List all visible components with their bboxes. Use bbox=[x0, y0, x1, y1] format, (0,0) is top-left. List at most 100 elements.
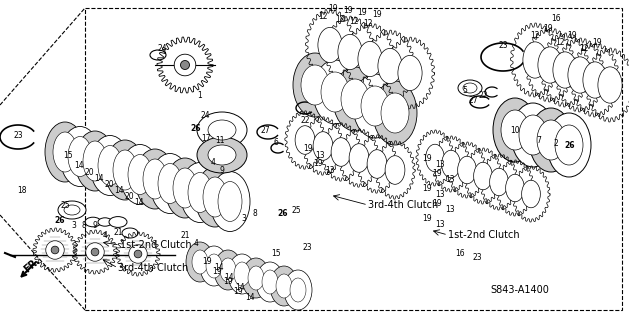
Ellipse shape bbox=[276, 274, 292, 298]
Ellipse shape bbox=[537, 120, 565, 160]
Ellipse shape bbox=[538, 47, 562, 83]
Ellipse shape bbox=[197, 112, 247, 148]
Text: 12: 12 bbox=[349, 17, 359, 26]
Ellipse shape bbox=[60, 126, 100, 187]
Ellipse shape bbox=[367, 150, 387, 178]
Ellipse shape bbox=[463, 83, 477, 93]
Text: 19: 19 bbox=[343, 5, 353, 14]
Ellipse shape bbox=[493, 98, 537, 162]
Text: 1: 1 bbox=[198, 91, 203, 100]
Ellipse shape bbox=[262, 270, 278, 294]
Text: 19: 19 bbox=[432, 169, 442, 178]
Text: 19: 19 bbox=[233, 287, 243, 297]
Text: 19: 19 bbox=[212, 268, 222, 276]
Ellipse shape bbox=[529, 108, 573, 172]
Text: 19: 19 bbox=[313, 158, 323, 167]
Text: 15: 15 bbox=[271, 250, 281, 259]
Text: 20: 20 bbox=[104, 180, 114, 188]
Ellipse shape bbox=[519, 115, 547, 155]
Ellipse shape bbox=[331, 138, 351, 166]
Ellipse shape bbox=[295, 126, 315, 154]
Text: 3: 3 bbox=[242, 213, 247, 222]
Ellipse shape bbox=[128, 155, 152, 195]
Ellipse shape bbox=[197, 137, 247, 173]
Text: 23: 23 bbox=[13, 131, 23, 140]
Text: 14: 14 bbox=[224, 273, 234, 282]
Ellipse shape bbox=[458, 156, 476, 184]
Ellipse shape bbox=[192, 250, 208, 274]
Text: 23: 23 bbox=[498, 41, 508, 50]
Text: 10: 10 bbox=[510, 125, 520, 134]
Text: 20: 20 bbox=[124, 191, 134, 201]
Ellipse shape bbox=[313, 60, 357, 124]
Ellipse shape bbox=[442, 150, 460, 178]
Ellipse shape bbox=[181, 60, 189, 69]
Text: 19: 19 bbox=[303, 143, 313, 153]
Ellipse shape bbox=[426, 144, 444, 172]
Ellipse shape bbox=[333, 67, 377, 131]
Text: 13: 13 bbox=[435, 159, 445, 169]
Ellipse shape bbox=[234, 262, 250, 286]
Text: 24: 24 bbox=[200, 110, 210, 119]
Text: 13: 13 bbox=[435, 189, 445, 198]
Ellipse shape bbox=[134, 250, 142, 258]
Text: 26: 26 bbox=[565, 140, 576, 149]
Ellipse shape bbox=[109, 217, 127, 228]
Text: 12: 12 bbox=[530, 30, 540, 39]
Ellipse shape bbox=[301, 65, 329, 105]
Ellipse shape bbox=[165, 158, 205, 218]
Ellipse shape bbox=[58, 201, 86, 219]
Text: FR.: FR. bbox=[22, 255, 42, 275]
Text: 3rd-4th Clutch: 3rd-4th Clutch bbox=[118, 263, 188, 273]
Text: 13: 13 bbox=[435, 220, 445, 228]
Ellipse shape bbox=[210, 172, 250, 231]
Text: 18: 18 bbox=[17, 186, 27, 195]
Text: 1st-2nd Clutch: 1st-2nd Clutch bbox=[448, 230, 520, 240]
Text: 8: 8 bbox=[253, 209, 257, 218]
Text: 12: 12 bbox=[318, 12, 328, 20]
Text: 4: 4 bbox=[211, 157, 216, 166]
Text: 19: 19 bbox=[223, 277, 233, 286]
Text: 26: 26 bbox=[55, 215, 65, 225]
Ellipse shape bbox=[203, 177, 227, 217]
Text: 4: 4 bbox=[103, 230, 108, 239]
Text: 9: 9 bbox=[220, 165, 225, 174]
Ellipse shape bbox=[64, 205, 80, 215]
Ellipse shape bbox=[358, 41, 382, 76]
Text: 12: 12 bbox=[335, 14, 345, 23]
Ellipse shape bbox=[220, 258, 236, 282]
Ellipse shape bbox=[353, 74, 397, 138]
Ellipse shape bbox=[75, 131, 115, 191]
Text: 19: 19 bbox=[543, 23, 553, 33]
Ellipse shape bbox=[378, 48, 402, 84]
Ellipse shape bbox=[143, 159, 167, 199]
Ellipse shape bbox=[523, 42, 547, 78]
Text: 23: 23 bbox=[472, 253, 482, 262]
Text: 15: 15 bbox=[63, 150, 73, 159]
Text: 6: 6 bbox=[274, 138, 279, 147]
Text: 11: 11 bbox=[215, 135, 225, 145]
Text: 9: 9 bbox=[92, 220, 97, 229]
Ellipse shape bbox=[373, 81, 417, 145]
Ellipse shape bbox=[228, 254, 256, 294]
Text: 8: 8 bbox=[82, 220, 86, 229]
Ellipse shape bbox=[547, 113, 591, 177]
Ellipse shape bbox=[385, 156, 405, 184]
Ellipse shape bbox=[113, 150, 137, 190]
Ellipse shape bbox=[321, 72, 349, 112]
Ellipse shape bbox=[398, 55, 422, 91]
Ellipse shape bbox=[206, 254, 222, 278]
Text: 16: 16 bbox=[455, 249, 465, 258]
Ellipse shape bbox=[98, 218, 112, 226]
Text: 14: 14 bbox=[235, 283, 245, 292]
Ellipse shape bbox=[135, 149, 175, 209]
Text: 14: 14 bbox=[114, 186, 124, 195]
Text: 19: 19 bbox=[328, 4, 338, 12]
Ellipse shape bbox=[284, 270, 312, 310]
Ellipse shape bbox=[200, 246, 228, 286]
Ellipse shape bbox=[180, 163, 220, 222]
Ellipse shape bbox=[45, 122, 85, 182]
Ellipse shape bbox=[318, 28, 342, 63]
Text: 19: 19 bbox=[432, 198, 442, 207]
Text: 14: 14 bbox=[214, 262, 224, 271]
